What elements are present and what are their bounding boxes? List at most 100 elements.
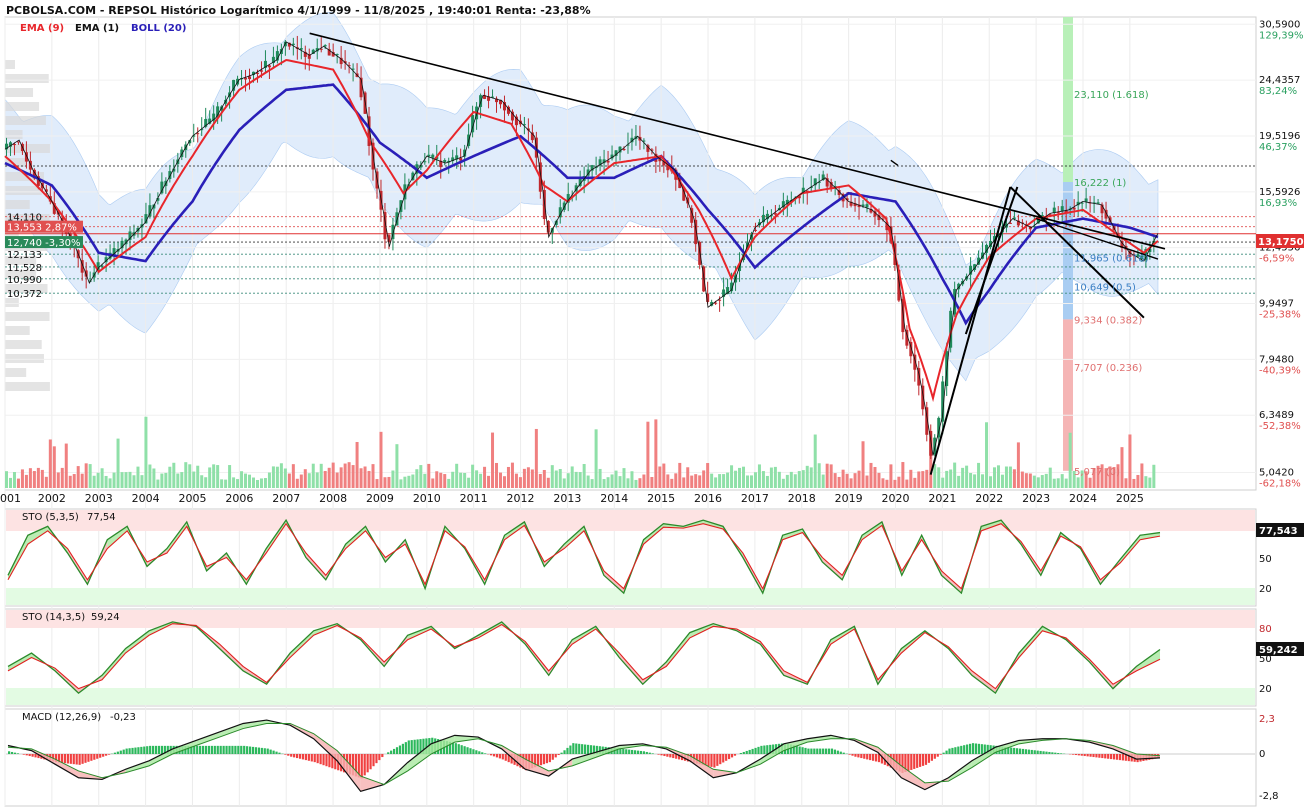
candle-body — [160, 181, 164, 194]
candle-body — [554, 221, 558, 225]
x-tick-label: 2021 — [928, 492, 956, 505]
candle-body — [901, 299, 905, 333]
macd-hist-bar — [1071, 754, 1075, 755]
candle-body — [622, 148, 626, 150]
macd-hist-bar — [57, 754, 61, 763]
macd-hist-bar — [822, 748, 825, 754]
candle-body — [411, 172, 415, 181]
macd-hist-bar — [672, 754, 675, 759]
macd-hist-bar — [1060, 753, 1063, 754]
macd-hist-bar — [193, 745, 196, 754]
volume-bar — [773, 466, 777, 488]
volume-bar — [550, 465, 554, 488]
macd-hist-bar — [1018, 748, 1022, 754]
macd-fill — [525, 759, 549, 777]
volume-bar — [714, 477, 718, 488]
macd-hist-bar — [93, 754, 96, 760]
macd-hist-bar — [8, 751, 11, 754]
volume-bar — [28, 468, 32, 488]
macd-fill — [901, 765, 925, 790]
macd-hist-bar — [942, 752, 945, 754]
candle-body — [271, 56, 275, 63]
macd-hist-bar — [927, 754, 931, 763]
candle-body — [913, 354, 917, 370]
volume-bar — [969, 473, 973, 488]
candle-body — [897, 269, 901, 301]
sto-fill — [981, 520, 1002, 531]
volume-bar — [467, 477, 471, 488]
macd-hist-bar — [648, 752, 651, 754]
sto-fill — [941, 570, 962, 594]
macd-hist-bar — [104, 754, 108, 756]
macd-hist-bar — [983, 744, 986, 754]
volume-bar — [1044, 473, 1048, 488]
volume-bar — [853, 473, 857, 488]
macd-hist-bar — [939, 754, 942, 755]
volume-bar — [622, 468, 626, 488]
macd-hist-bar — [595, 745, 598, 754]
y-tick-pct: 129,39% — [1259, 30, 1304, 41]
volume-bar — [295, 478, 299, 488]
macd-hist-bar — [369, 754, 372, 770]
candle-body — [514, 116, 518, 126]
volume-bar — [399, 479, 403, 488]
candle-body — [610, 154, 614, 159]
fib-bar-red — [1063, 319, 1073, 471]
macd-hist-bar — [163, 745, 166, 754]
left-level-label: 10,990 — [7, 275, 42, 286]
macd-hist-bar — [631, 749, 634, 754]
volume-bar — [837, 476, 841, 488]
candle-body — [347, 65, 351, 67]
volume-bar — [538, 473, 542, 488]
fib-level-label: 11,965 (0.618) — [1074, 254, 1149, 265]
volume-bar — [885, 479, 889, 488]
volume-bar — [530, 469, 534, 488]
macd-hist-bar — [710, 754, 713, 767]
macd-hist-bar — [284, 754, 287, 755]
macd-hist-bar — [102, 754, 105, 757]
volume-bar — [255, 479, 259, 488]
volume-bar — [483, 466, 487, 488]
macd-hist-bar — [581, 744, 584, 754]
sto-fill — [27, 526, 48, 545]
candle-body — [259, 70, 263, 72]
volume-bar — [104, 475, 108, 488]
volume-profile-bar — [5, 144, 50, 153]
trendline-channel — [1035, 217, 1159, 260]
macd-hist-bar — [422, 738, 425, 754]
volume-bar — [431, 478, 435, 488]
volume-bar — [156, 479, 160, 488]
macd-hist-bar — [569, 745, 572, 754]
y-tick-price: 12,4556 — [1259, 243, 1300, 254]
macd-hist-bar — [592, 745, 596, 754]
volume-bar — [937, 467, 941, 488]
volume-bar — [606, 477, 610, 488]
volume-bar — [602, 479, 606, 488]
macd-hist-bar — [877, 754, 881, 763]
macd-hist-bar — [107, 754, 111, 755]
volume-bar — [331, 462, 335, 488]
sto-fast-title: STO (5,3,5) — [22, 512, 79, 523]
volume-bar — [905, 479, 909, 488]
macd-hist-bar — [296, 754, 299, 759]
candle-body — [881, 218, 885, 220]
x-tick-label: 2005 — [178, 492, 206, 505]
y-tick-price: 5,0420 — [1259, 468, 1294, 479]
candle-body — [351, 68, 355, 70]
macd-hist-bar — [857, 754, 860, 758]
volume-bar — [415, 469, 419, 488]
candle-body — [829, 182, 833, 189]
macd-hist-bar — [769, 744, 772, 754]
macd-hist-bar — [578, 743, 581, 754]
macd-hist-bar — [554, 754, 557, 758]
volume-bar — [216, 465, 220, 488]
candle-body — [506, 106, 510, 114]
volume-bar — [582, 464, 586, 488]
macd-hist-bar — [1089, 754, 1092, 757]
macd-hist-bar — [974, 743, 978, 754]
volume-bar — [873, 466, 877, 488]
candle-body — [992, 236, 996, 243]
volume-bar — [722, 474, 726, 488]
macd-hist-bar — [977, 743, 980, 754]
macd-hist-bar — [1004, 746, 1007, 754]
